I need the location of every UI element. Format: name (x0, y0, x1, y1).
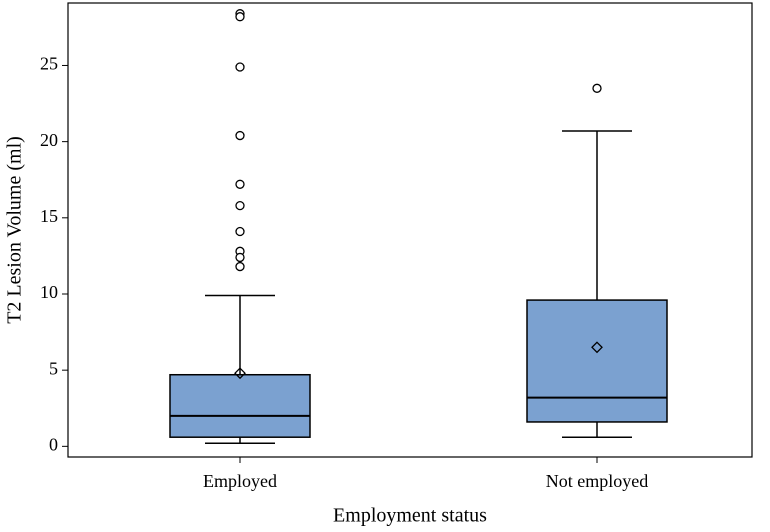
outlier (235, 12, 245, 22)
y-tick-label: 10 (40, 282, 58, 302)
x-axis-label: Employment status (333, 505, 487, 527)
outlier (235, 62, 245, 72)
box (526, 299, 668, 423)
y-tick-label: 25 (40, 54, 58, 74)
x-tick-label: Not employed (546, 471, 648, 491)
y-tick-label: 15 (40, 206, 58, 226)
plot-frame (67, 2, 753, 458)
box (169, 373, 311, 438)
outlier (235, 200, 245, 211)
y-tick-label: 20 (40, 130, 58, 150)
x-tick-label: Employed (203, 471, 277, 491)
y-tick-label: 0 (49, 434, 58, 454)
mean-marker (591, 341, 603, 354)
outlier (235, 226, 245, 237)
outlier (235, 252, 245, 263)
outlier (592, 83, 602, 93)
mean-marker (234, 367, 246, 380)
outlier (235, 261, 245, 272)
outlier (235, 130, 245, 141)
outlier (235, 179, 245, 189)
y-tick-label: 5 (49, 358, 58, 378)
y-axis-label: T2 Lesion Volume (ml) (4, 136, 26, 324)
